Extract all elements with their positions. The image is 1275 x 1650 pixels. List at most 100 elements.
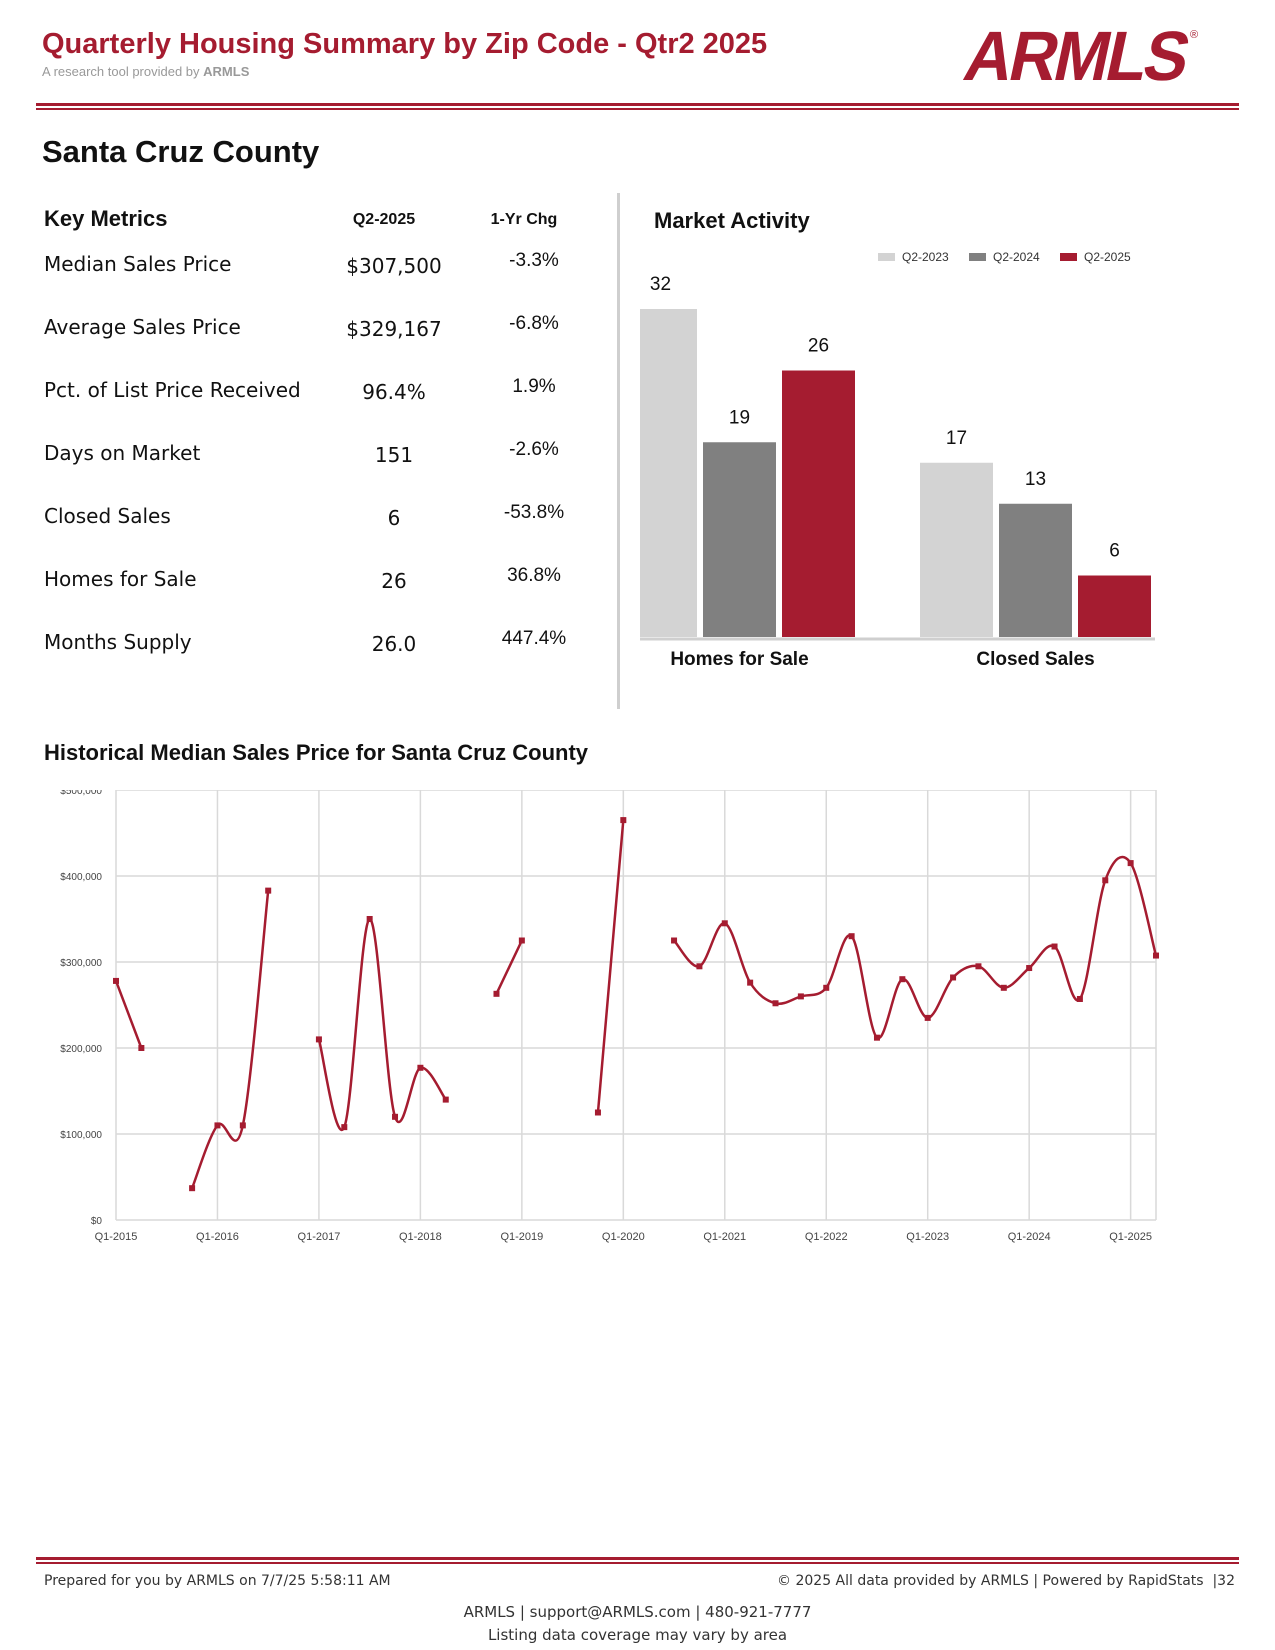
metric-label: Average Sales Price (44, 315, 241, 339)
footer-rule (36, 1557, 1239, 1560)
metric-row-average-price: Average Sales Price $329,167 -6.8% (44, 313, 584, 355)
metric-row-pct-list-price: Pct. of List Price Received 96.4% 1.9% (44, 376, 584, 418)
data-point-marker (823, 984, 830, 991)
data-point-marker (772, 1000, 779, 1007)
metric-value: $329,167 (346, 317, 442, 341)
metric-change: -2.6% (509, 439, 559, 460)
data-point-marker (1000, 984, 1007, 991)
data-point-marker (950, 974, 957, 981)
y-tick-label: $0 (91, 1216, 103, 1227)
subtitle-brand: ARMLS (203, 64, 250, 79)
data-point-marker (848, 933, 855, 940)
section-divider (617, 193, 620, 709)
footer-rule-thin (36, 1562, 1239, 1564)
data-point-marker (594, 1109, 601, 1116)
x-tick-label: Q1-2017 (298, 1231, 341, 1243)
data-point-marker (1153, 952, 1159, 959)
bar-q2-2025 (1078, 575, 1151, 637)
subtitle-prefix: A research tool provided by (42, 64, 204, 79)
bar-q2-2024 (703, 442, 776, 637)
bar-value-label: 13 (1025, 469, 1046, 490)
x-tick-label: Q1-2015 (95, 1231, 138, 1243)
x-tick-label: Q1-2019 (500, 1231, 543, 1243)
data-point-marker (493, 990, 500, 997)
data-point-marker (341, 1124, 348, 1131)
x-tick-label: Q1-2016 (196, 1231, 239, 1243)
page-title: Quarterly Housing Summary by Zip Code - … (42, 28, 768, 60)
county-heading: Santa Cruz County (42, 134, 320, 169)
bar-value-label: 19 (729, 407, 750, 428)
x-tick-label: Q1-2018 (399, 1231, 442, 1243)
data-point-marker (975, 963, 982, 970)
data-point-marker (214, 1122, 221, 1129)
page-subtitle: A research tool provided by ARMLS (42, 64, 249, 79)
data-point-marker (721, 920, 728, 927)
logo-registered-mark: ® (1190, 29, 1198, 41)
category-label: Homes for Sale (670, 649, 808, 670)
metric-row-median-price: Median Sales Price $307,500 -3.3% (44, 250, 584, 292)
logo-text: ARMLS (958, 20, 1195, 86)
data-point-marker (315, 1036, 322, 1043)
bar-value-label: 6 (1109, 541, 1120, 562)
x-tick-label: Q1-2023 (906, 1231, 949, 1243)
y-tick-label: $300,000 (60, 958, 102, 969)
y-tick-label: $100,000 (60, 1130, 102, 1141)
data-point-marker (873, 1034, 880, 1041)
market-activity-title: Market Activity (654, 208, 810, 233)
metric-value: 26 (381, 569, 407, 593)
metric-change: 1.9% (512, 376, 556, 397)
data-point-marker (620, 817, 627, 824)
armls-logo: ARMLS ® (952, 17, 1212, 95)
data-point-marker (189, 1185, 196, 1192)
key-metrics-title: Key Metrics (44, 206, 168, 231)
legend-label: Q2-2023 (902, 250, 949, 264)
coverage-note: Listing data coverage may vary by area (487, 1626, 788, 1644)
data-point-marker (518, 937, 525, 944)
metric-value: 6 (387, 506, 401, 530)
data-point-marker (392, 1113, 399, 1120)
metric-row-closed-sales: Closed Sales 6 -53.8% (44, 502, 584, 544)
metric-change: 36.8% (507, 565, 561, 586)
metric-label: Days on Market (44, 441, 201, 465)
historical-chart-title: Historical Median Sales Price for Santa … (44, 740, 589, 765)
metric-change: -53.8% (503, 502, 565, 523)
header-rule-thin (36, 108, 1239, 110)
copyright-line: © 2025 All data provided by ARMLS | Powe… (777, 1573, 1235, 1589)
market-activity-chart: Q2-2023 Q2-2024 Q2-2025 32 19 26 Homes for Sal… (640, 250, 1155, 670)
armls-logo-graphic: ARMLS ® (958, 17, 1198, 95)
metric-label: Closed Sales (44, 504, 171, 528)
x-tick-label: Q1-2024 (1008, 1231, 1051, 1243)
data-point-marker (417, 1064, 424, 1071)
y-tick-label: $400,000 (60, 872, 102, 883)
bar-q2-2023 (920, 462, 993, 637)
column-header-change: 1-Yr Chg (490, 211, 558, 228)
legend-swatch-q2-2024 (969, 253, 986, 261)
bar-value-label: 17 (946, 428, 967, 449)
data-point-marker (924, 1014, 931, 1021)
contact-line: ARMLS | support@ARMLS.com | 480-921-7777 (463, 1603, 812, 1621)
x-tick-label: Q1-2021 (703, 1231, 746, 1243)
prepared-by: Prepared for you by ARMLS on 7/7/25 5:58… (44, 1573, 391, 1589)
category-label: Closed Sales (976, 649, 1094, 670)
bar-q2-2024 (999, 503, 1072, 637)
y-tick-label: $500,000 (60, 790, 102, 797)
data-point-marker (1102, 877, 1109, 884)
metric-label: Homes for Sale (44, 567, 197, 591)
data-point-marker (696, 963, 703, 970)
data-point-marker (239, 1122, 246, 1129)
bar-q2-2025 (782, 370, 855, 637)
data-point-marker (366, 916, 373, 922)
x-tick-label: Q1-2020 (602, 1231, 645, 1243)
historical-median-price-chart: Q1-2015 Q1-2016 Q1-2017 Q1-2018 Q1-2019 Q1-20… (60, 790, 1159, 1243)
legend-swatch-q2-2025 (1060, 253, 1077, 261)
metric-label: Pct. of List Price Received (44, 378, 301, 402)
data-point-marker (1051, 943, 1058, 950)
data-point-marker (1076, 995, 1083, 1002)
median-price-line (317, 917, 447, 1132)
metric-label: Months Supply (44, 630, 192, 654)
median-price-line (190, 890, 270, 1189)
metric-change: -6.8% (509, 313, 559, 334)
metric-row-months-supply: Months Supply 26.0 447.4% (44, 628, 584, 670)
metric-value: $307,500 (346, 254, 442, 278)
data-point-marker (899, 976, 906, 983)
